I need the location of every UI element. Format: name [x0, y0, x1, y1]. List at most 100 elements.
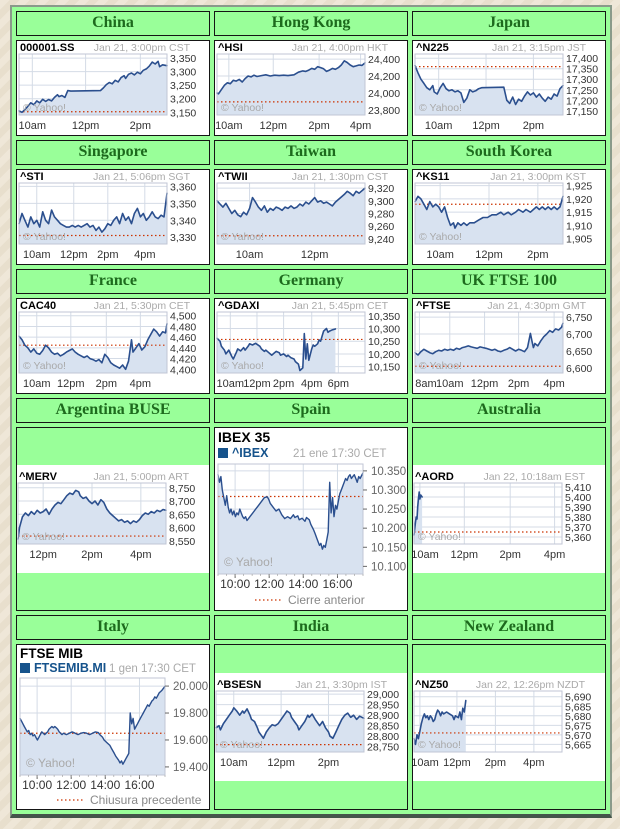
chart-background — [17, 170, 209, 264]
x-axis-label: 2pm — [81, 549, 102, 561]
x-axis-label: 14:00 — [288, 577, 318, 591]
chart-ticker: ^HSI — [218, 42, 243, 54]
section-header-india: India — [214, 615, 408, 640]
y-axis-label: 20.000 — [173, 681, 208, 693]
yahoo-watermark: © Yahoo! — [23, 231, 66, 243]
chart-timestamp: Jan 21, 5:30pm CET — [94, 300, 191, 312]
chart-line — [18, 60, 168, 114]
y-axis-label: 17,150 — [566, 106, 598, 118]
chart-ticker: ^STI — [20, 171, 44, 183]
x-axis-label: 6pm — [328, 378, 349, 390]
y-axis-label: 19.400 — [173, 762, 208, 774]
chart-background — [413, 299, 605, 393]
y-axis-label: 6,650 — [566, 346, 592, 358]
x-axis-label: 2pm — [318, 757, 339, 769]
chart-timestamp: Jan 21, 3:00pm CST — [94, 42, 191, 54]
chart-cell-japan: © Yahoo! ^N225 Jan 21, 3:15pm JST 17,400 17,… — [412, 40, 606, 136]
plot-frame — [413, 482, 563, 545]
section-header-france: France — [16, 269, 210, 294]
yahoo-watermark: © Yahoo! — [221, 102, 264, 114]
x-axis-label: 12pm — [72, 120, 100, 132]
yahoo-watermark: © Yahoo! — [224, 555, 273, 569]
x-axis-label: 10am — [19, 120, 47, 132]
chart-image-taiwan: © Yahoo! ^TWII Jan 21, 1:30pm CST 9,320 9,30… — [215, 170, 407, 264]
chart-cell-india: © Yahoo! ^BSESN Jan 21, 3:30pm IST 29,000 28… — [214, 644, 408, 810]
y-axis-label: 24,000 — [368, 88, 400, 100]
chart-svg: © Yahoo! ^TWII Jan 21, 1:30pm CST9,3209,30… — [215, 170, 407, 264]
plot-frame — [18, 311, 168, 374]
x-axis-label: 10am — [215, 120, 243, 132]
y-axis-label: 5,390 — [565, 502, 591, 514]
y-axis-label: 3,360 — [170, 181, 196, 193]
section-header-spain: Spain — [214, 398, 408, 423]
chart-cell-china: © Yahoo! 000001.SS Jan 21, 3:00pm CST 3,350… — [16, 40, 210, 136]
x-axis-label: 10am — [23, 249, 51, 261]
chart-line — [414, 322, 564, 356]
legend-swatch — [218, 448, 228, 458]
chart-ticker: ^BSESN — [217, 679, 261, 691]
section-header-uk-ftse-100: UK FTSE 100 — [412, 269, 606, 294]
chart-timestamp: Jan 21, 5:45pm CET — [292, 300, 389, 312]
yahoo-watermark: © Yahoo! — [419, 102, 462, 114]
y-axis-label: 4,400 — [170, 364, 196, 376]
chart-area — [20, 686, 165, 775]
chart-svg: © Yahoo!^BSESN Jan 21, 3:30pm IST29,00028… — [215, 678, 407, 772]
y-axis-label: 3,350 — [170, 53, 196, 65]
chart-svg: © Yahoo!^N225 Jan 21, 3:15pm JST17,40017,… — [413, 41, 605, 135]
x-axis-label: 10am — [436, 378, 464, 390]
chart-cell-singapore: © Yahoo! ^STI Jan 21, 5:06pm SGT 3,360 3,350… — [16, 169, 210, 265]
chart-ticker: ^MERV — [19, 471, 58, 483]
chart-cell-australia: © Yahoo! ^AORD Jan 22, 10:18am EST 5,410 5,4… — [412, 427, 606, 611]
chart-image-china: © Yahoo! 000001.SS Jan 21, 3:00pm CST 3,350… — [17, 41, 209, 135]
y-axis-label: 28,900 — [367, 710, 399, 722]
chart-area — [19, 61, 167, 115]
chart-ticker: ^FTSE — [416, 300, 451, 312]
y-axis-label: 10,250 — [368, 336, 400, 348]
x-axis-label: 10am — [220, 757, 248, 769]
x-axis-label: 2pm — [499, 549, 520, 561]
x-axis-label: 10am — [425, 120, 453, 132]
y-axis-label: 5,685 — [565, 701, 591, 713]
y-axis-label: 8,600 — [169, 523, 195, 535]
y-axis-label: 4,460 — [170, 332, 196, 344]
chart-line — [217, 472, 364, 550]
section-header-australia: Australia — [412, 398, 606, 423]
section-header-japan: Japan — [412, 11, 606, 36]
x-axis-label: 2pm — [508, 378, 529, 390]
x-axis-label: 2pm — [523, 120, 544, 132]
chart-timestamp: Jan 21, 4:30pm GMT — [487, 300, 586, 312]
x-axis-label: 2pm — [485, 757, 506, 769]
x-axis-label: 12pm — [267, 757, 295, 769]
chart-area — [217, 188, 365, 244]
y-axis-label: 5,360 — [565, 532, 591, 544]
chart-area — [216, 707, 364, 752]
plot-frame — [18, 182, 168, 245]
chart-line — [216, 327, 337, 372]
section-header-taiwan: Taiwan — [214, 140, 408, 165]
chart-line — [18, 192, 168, 233]
chart-image-hong-kong: © Yahoo! ^HSI Jan 21, 4:00pm HKT 24,400 24,2… — [215, 41, 407, 135]
y-axis-label: 17,250 — [566, 85, 598, 97]
x-axis-label: 2pm — [527, 249, 548, 261]
chart-image-argentina-buse: © Yahoo! ^MERV Jan 21, 5:00pm ART 8,750 8,70… — [17, 465, 209, 573]
chart-timestamp: Jan 21, 4:00pm HKT — [292, 42, 389, 54]
chart-ticker: ^N225 — [416, 42, 449, 54]
chart-area — [18, 490, 166, 544]
chart-image-france: © Yahoo! CAC40 Jan 21, 5:30pm CET 4,500 4,48… — [17, 299, 209, 393]
y-axis-label: 4,480 — [170, 321, 196, 333]
chart-image-south-korea: © Yahoo! ^KS11 Jan 21, 3:00pm KST 1,925 1,92… — [413, 170, 605, 264]
chart-area — [415, 65, 563, 115]
legend-swatch — [20, 663, 30, 673]
chart-timestamp: Jan 21, 3:15pm JST — [492, 42, 587, 54]
chart-line — [413, 699, 467, 746]
chart-cell-france: © Yahoo! CAC40 Jan 21, 5:30pm CET 4,500 4,48… — [16, 298, 210, 394]
x-axis-label: 10am — [236, 249, 264, 261]
y-axis-label: 8,650 — [169, 509, 195, 521]
chart-line — [216, 187, 366, 218]
chart-cell-taiwan: © Yahoo! ^TWII Jan 21, 1:30pm CST 9,320 9,30… — [214, 169, 408, 265]
yahoo-watermark: © Yahoo! — [26, 756, 75, 770]
y-axis-label: 19.600 — [173, 735, 208, 747]
x-axis-label: 12pm — [471, 378, 499, 390]
